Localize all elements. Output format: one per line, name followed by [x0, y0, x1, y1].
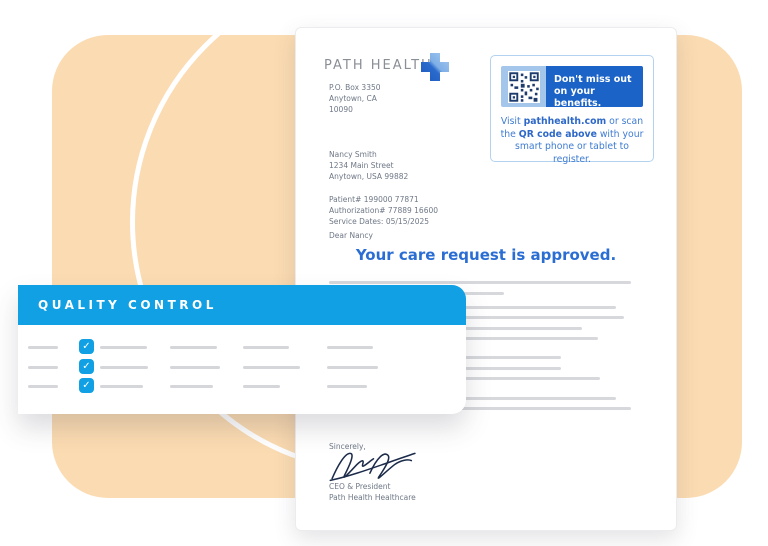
redacted-text-line: [170, 385, 213, 388]
redacted-text-line: [170, 366, 220, 369]
qr-callout-box: Don't miss out on your benefits. Visit p…: [490, 55, 654, 165]
redacted-text-line: [100, 366, 148, 369]
qr-code-icon: [501, 66, 546, 107]
recipient-line: Nancy Smith: [329, 150, 377, 159]
quality-row: ✓: [18, 376, 466, 396]
salutation: Dear Nancy: [329, 231, 373, 240]
qr-caption-text: with your smart phone or tablet to regis…: [514, 128, 644, 165]
patient-number: Patient# 199000 77871: [329, 195, 419, 204]
recipient-line: Anytown, USA 99882: [329, 172, 409, 181]
redacted-text-line: [329, 316, 624, 319]
signer-block: CEO & President Path Health Healthcare: [329, 481, 416, 503]
redacted-text-line: [329, 306, 616, 309]
checkbox-checked-icon[interactable]: ✓: [79, 378, 94, 393]
sender-line: 10090: [329, 105, 353, 114]
closing: Sincerely,: [329, 442, 366, 451]
redacted-text-line: [243, 346, 289, 349]
quality-control-panel: QUALITY CONTROL ✓ ✓ ✓: [18, 285, 466, 414]
qr-caption-emphasis: QR code above: [518, 128, 597, 140]
signer-title: CEO & President: [329, 482, 391, 491]
redacted-text-line: [100, 346, 147, 349]
signer-org: Path Health Healthcare: [329, 493, 416, 502]
redacted-text-line: [327, 385, 367, 388]
redacted-text-line: [327, 366, 378, 369]
logo-text: PATH HEALTH: [324, 58, 433, 73]
recipient-line: 1234 Main Street: [329, 161, 394, 170]
sender-line: Anytown, CA: [329, 94, 377, 103]
redacted-text-line: [329, 281, 631, 284]
service-dates: Service Dates: 05/15/2025: [329, 217, 430, 226]
redacted-text-line: [243, 366, 300, 369]
qr-caption-text: or scan the: [500, 116, 644, 140]
redacted-text-line: [28, 366, 58, 369]
signature-image: [326, 448, 421, 488]
redacted-text-line: [28, 385, 58, 388]
checkbox-checked-icon[interactable]: ✓: [79, 339, 94, 354]
redacted-text-line: [170, 346, 217, 349]
redacted-text-line: [28, 346, 58, 349]
qr-banner-title: Don't miss out on your benefits.: [546, 66, 643, 107]
quality-row: ✓: [18, 357, 466, 377]
checkbox-checked-icon[interactable]: ✓: [79, 359, 94, 374]
redacted-text-line: [329, 397, 616, 400]
redacted-text-line: [243, 385, 280, 388]
letter-headline: Your care request is approved.: [355, 246, 617, 264]
qr-caption-emphasis: pathhealth.com: [523, 116, 607, 127]
qr-caption-text: Visit: [500, 116, 524, 127]
recipient-address: Nancy Smith 1234 Main Street Anytown, US…: [329, 149, 408, 182]
plus-cross-icon: [420, 52, 450, 86]
quality-control-header: QUALITY CONTROL: [18, 285, 466, 325]
qr-caption: Visit pathhealth.com or scan the QR code…: [498, 116, 646, 166]
sender-address: P.O. Box 3350 Anytown, CA 10090: [329, 82, 381, 115]
authorization-number: Authorization# 77889 16600: [329, 206, 439, 215]
qr-banner: Don't miss out on your benefits.: [501, 66, 643, 107]
quality-row: ✓: [18, 337, 466, 357]
redacted-text-line: [329, 407, 631, 410]
letter-page: PATH HEALTH P.O. Box 3350 Anytown, CA 10…: [295, 27, 677, 531]
reference-block: Patient# 199000 77871 Authorization# 778…: [329, 194, 438, 227]
sender-line: P.O. Box 3350: [329, 83, 381, 92]
redacted-text-line: [100, 385, 143, 388]
redacted-text-line: [327, 346, 373, 349]
quality-rows: ✓ ✓ ✓: [18, 325, 466, 414]
